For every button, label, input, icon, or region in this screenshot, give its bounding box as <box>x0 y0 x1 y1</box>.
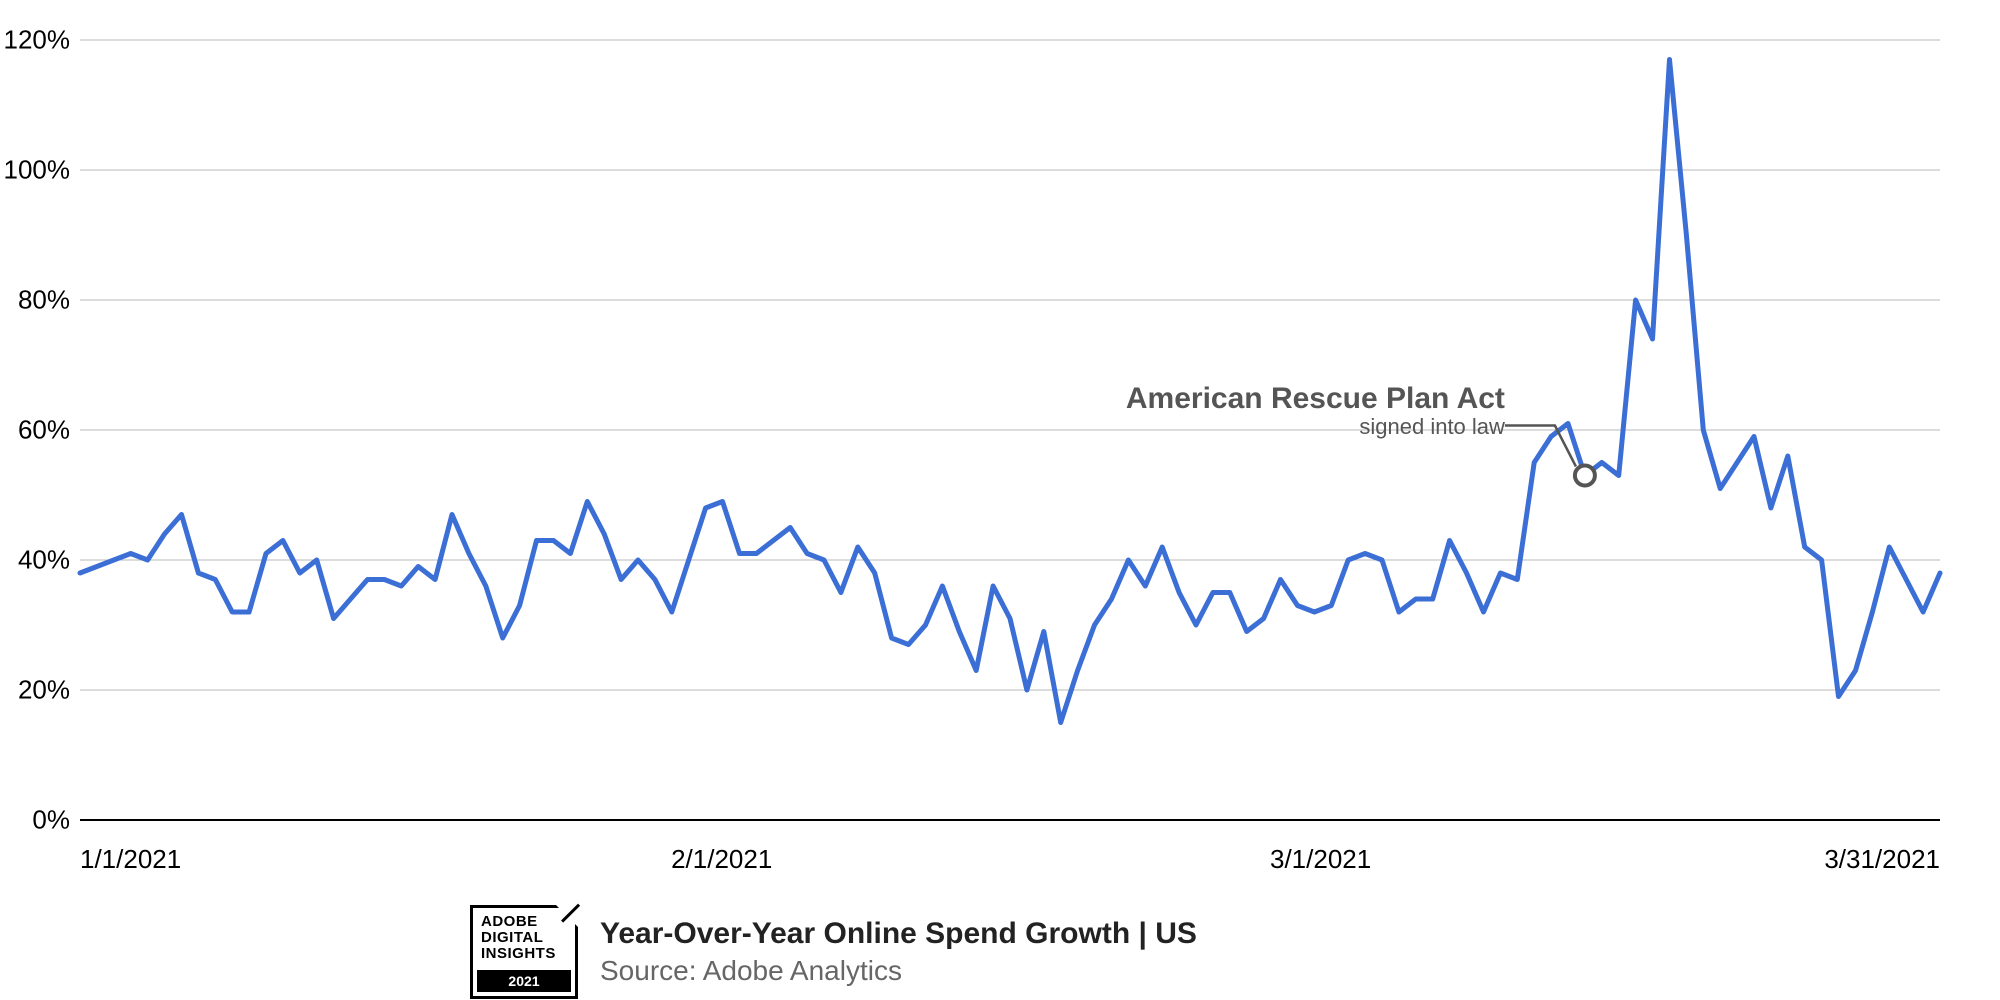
chart-area: 0%20%40%60%80%100%120% 1/1/20212/1/20213… <box>80 40 1940 820</box>
chart-source: Source: Adobe Analytics <box>600 955 1197 987</box>
annotation-marker <box>1575 466 1595 486</box>
annotation-subtitle: signed into law <box>1126 415 1505 439</box>
line-chart-svg <box>80 40 1940 820</box>
y-tick-label: 120% <box>4 25 71 56</box>
annotation-text: American Rescue Plan Actsigned into law <box>1126 382 1505 439</box>
source-label: Source: <box>600 955 703 986</box>
chart-title: Year-Over-Year Online Spend Growth | US <box>600 917 1197 951</box>
adobe-insights-badge: ADOBE DIGITAL INSIGHTS 2021 <box>470 905 578 999</box>
y-tick-label: 100% <box>4 155 71 186</box>
footer-text: Year-Over-Year Online Spend Growth | US … <box>600 917 1197 987</box>
x-tick-label: 3/31/2021 <box>1824 844 1940 875</box>
y-tick-label: 80% <box>18 285 70 316</box>
y-tick-label: 40% <box>18 545 70 576</box>
badge-line-3: INSIGHTS <box>481 946 567 962</box>
badge-line-2: DIGITAL <box>481 930 567 946</box>
y-tick-label: 20% <box>18 675 70 706</box>
badge-line-1: ADOBE <box>481 914 567 930</box>
annotation-leader <box>1505 426 1576 467</box>
y-tick-label: 0% <box>32 805 70 836</box>
annotation-title: American Rescue Plan Act <box>1126 382 1505 415</box>
x-tick-label: 3/1/2021 <box>1270 844 1371 875</box>
x-tick-label: 2/1/2021 <box>671 844 772 875</box>
source-value: Adobe Analytics <box>703 955 902 986</box>
chart-footer: ADOBE DIGITAL INSIGHTS 2021 Year-Over-Ye… <box>470 905 1197 999</box>
y-tick-label: 60% <box>18 415 70 446</box>
spend-growth-line <box>80 60 1940 723</box>
x-tick-label: 1/1/2021 <box>80 844 181 875</box>
badge-year: 2021 <box>477 970 571 992</box>
